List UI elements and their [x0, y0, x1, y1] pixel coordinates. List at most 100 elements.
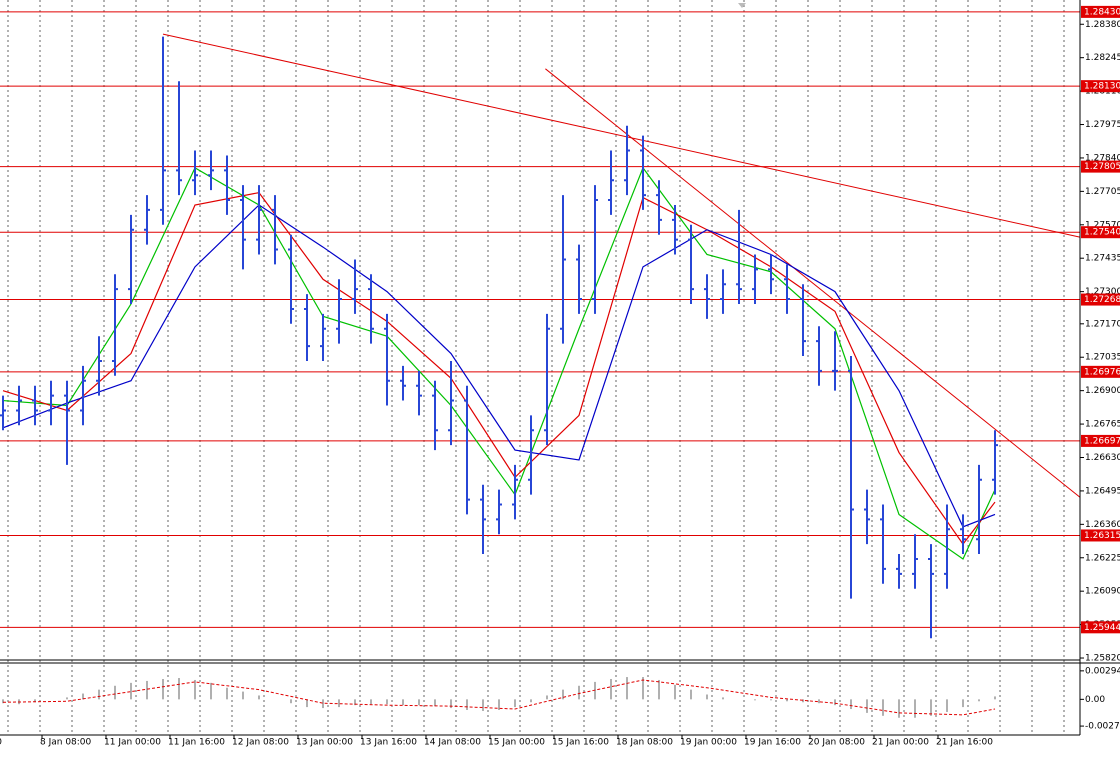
ohlc-bar [656, 180, 662, 235]
x-tick-label: 15 Jan 00:00 [488, 738, 545, 748]
y-tick-label: 1.27300 [1085, 287, 1120, 297]
x-tick-label: 15 Jan 16:00 [552, 738, 609, 748]
ohlc-bar [240, 185, 246, 270]
y-tick-label: 1.28245 [1085, 53, 1120, 63]
ohlc-bar [560, 195, 566, 344]
x-tick-label: 16:00 [0, 738, 2, 748]
ohlc-bar [336, 279, 342, 344]
y-tick-label: 1.26225 [1085, 553, 1120, 563]
y-tick-label: 1.26900 [1085, 386, 1120, 396]
ohlc-bar [928, 544, 934, 639]
ohlc-bar [736, 209, 742, 305]
oscillator-tick-label: 0.00294 [1085, 666, 1120, 676]
y-tick-label: 1.26090 [1085, 587, 1120, 597]
x-tick-label: 18 Jan 08:00 [616, 738, 673, 748]
moving-average [2, 204, 996, 528]
ohlc-bar [448, 360, 454, 446]
ohlc-bar [800, 284, 806, 356]
y-tick-label: 1.25820 [1085, 654, 1120, 664]
y-tick-label: 1.27035 [1085, 353, 1120, 363]
ohlc-bar [624, 125, 630, 196]
x-tick-label: 21 Jan 16:00 [936, 738, 993, 748]
level-label-box [1081, 529, 1120, 542]
ohlc-bar [592, 185, 598, 314]
ohlc-bar [704, 274, 710, 319]
ohlc-bar [288, 234, 294, 324]
level-label-box [1081, 226, 1120, 239]
ohlc-bar [128, 214, 134, 305]
y-tick-label: 1.28380 [1085, 20, 1120, 30]
ohlc-bar [32, 385, 38, 426]
level-label: 1.27268 [1084, 295, 1120, 305]
y-tick-label: 1.27975 [1085, 120, 1120, 130]
level-label-box [1081, 160, 1120, 173]
ohlc-bar [768, 254, 774, 295]
x-tick-label: 13 Jan 16:00 [360, 738, 417, 748]
y-tick-label: 1.26360 [1085, 520, 1120, 530]
y-tick-label: 1.27840 [1085, 153, 1120, 163]
ohlc-bar [848, 355, 854, 599]
oscillator-tick-label: -0.00276 [1085, 722, 1120, 732]
x-tick-label: 11 Jan 16:00 [168, 738, 225, 748]
ohlc-bar [528, 415, 534, 495]
level-label: 1.26976 [1084, 367, 1120, 377]
ohlc-bar [960, 514, 966, 555]
ohlc-bar [896, 554, 902, 589]
plot [0, 11, 1081, 718]
axes: 16:00 8 Jan 08:00 11 Jan 00:00 11 Jan 16:00… [0, 5, 1120, 748]
level-label: 1.28430 [1084, 7, 1120, 17]
level-label: 1.27540 [1084, 228, 1120, 238]
y-tick-label: 1.26630 [1085, 453, 1120, 463]
ohlc-bar [608, 150, 614, 215]
level-label-box [1081, 80, 1120, 93]
ohlc-bar [256, 185, 262, 255]
ohlc-bar [976, 464, 982, 555]
y-tick-label: 1.26765 [1085, 420, 1120, 430]
ohlc-bar [496, 489, 502, 535]
trendline [545, 68, 1081, 498]
ohlc-bar [784, 264, 790, 314]
ohlc-bar [208, 150, 214, 191]
y-tick-label: 1.27570 [1085, 220, 1120, 230]
level-label: 1.28130 [1084, 82, 1120, 92]
x-tick-label: 14 Jan 08:00 [424, 738, 481, 748]
ohlc-bar [80, 365, 86, 426]
ohlc-bar [864, 489, 870, 545]
ohlc-bar [224, 155, 230, 215]
x-tick-label: 19 Jan 00:00 [680, 738, 737, 748]
x-tick-label: 20 Jan 08:00 [808, 738, 865, 748]
x-tick-label: 11 Jan 00:00 [104, 738, 161, 748]
ohlc-bar [144, 195, 150, 245]
ohlc-bar [416, 370, 422, 416]
ohlc-bar [720, 269, 726, 314]
ohlc-bar [752, 254, 758, 305]
x-tick-label: 13 Jan 00:00 [296, 738, 353, 748]
x-tick-label: 12 Jan 08:00 [232, 738, 289, 748]
level-label-box [1081, 434, 1120, 447]
ohlc-bar [464, 385, 470, 515]
y-tick-label: 1.27435 [1085, 254, 1120, 264]
ohlc-bar [816, 326, 822, 386]
level-label-box [1081, 365, 1120, 378]
ohlc-bar [912, 534, 918, 589]
ohlc-bar [400, 365, 406, 401]
ohlc-bar [112, 274, 118, 376]
ohlc-bar [880, 504, 886, 584]
scroll-marker [738, 3, 746, 8]
ohlc-bar [480, 484, 486, 555]
y-tick-label: 1.26495 [1085, 486, 1120, 496]
ohlc-bar [832, 331, 838, 391]
ohlc-bar [176, 81, 182, 196]
x-tick-label: 19 Jan 16:00 [744, 738, 801, 748]
ohlc-bar [16, 385, 22, 426]
x-tick-label: 8 Jan 08:00 [40, 738, 92, 748]
ohlc-bar [432, 380, 438, 451]
ohlc-bar [576, 244, 582, 314]
level-label-box [1081, 621, 1120, 634]
ohlc-bar [160, 36, 166, 225]
level-label: 1.26697 [1084, 436, 1120, 446]
level-label: 1.26315 [1084, 531, 1120, 541]
ohlc-bar [544, 313, 550, 446]
